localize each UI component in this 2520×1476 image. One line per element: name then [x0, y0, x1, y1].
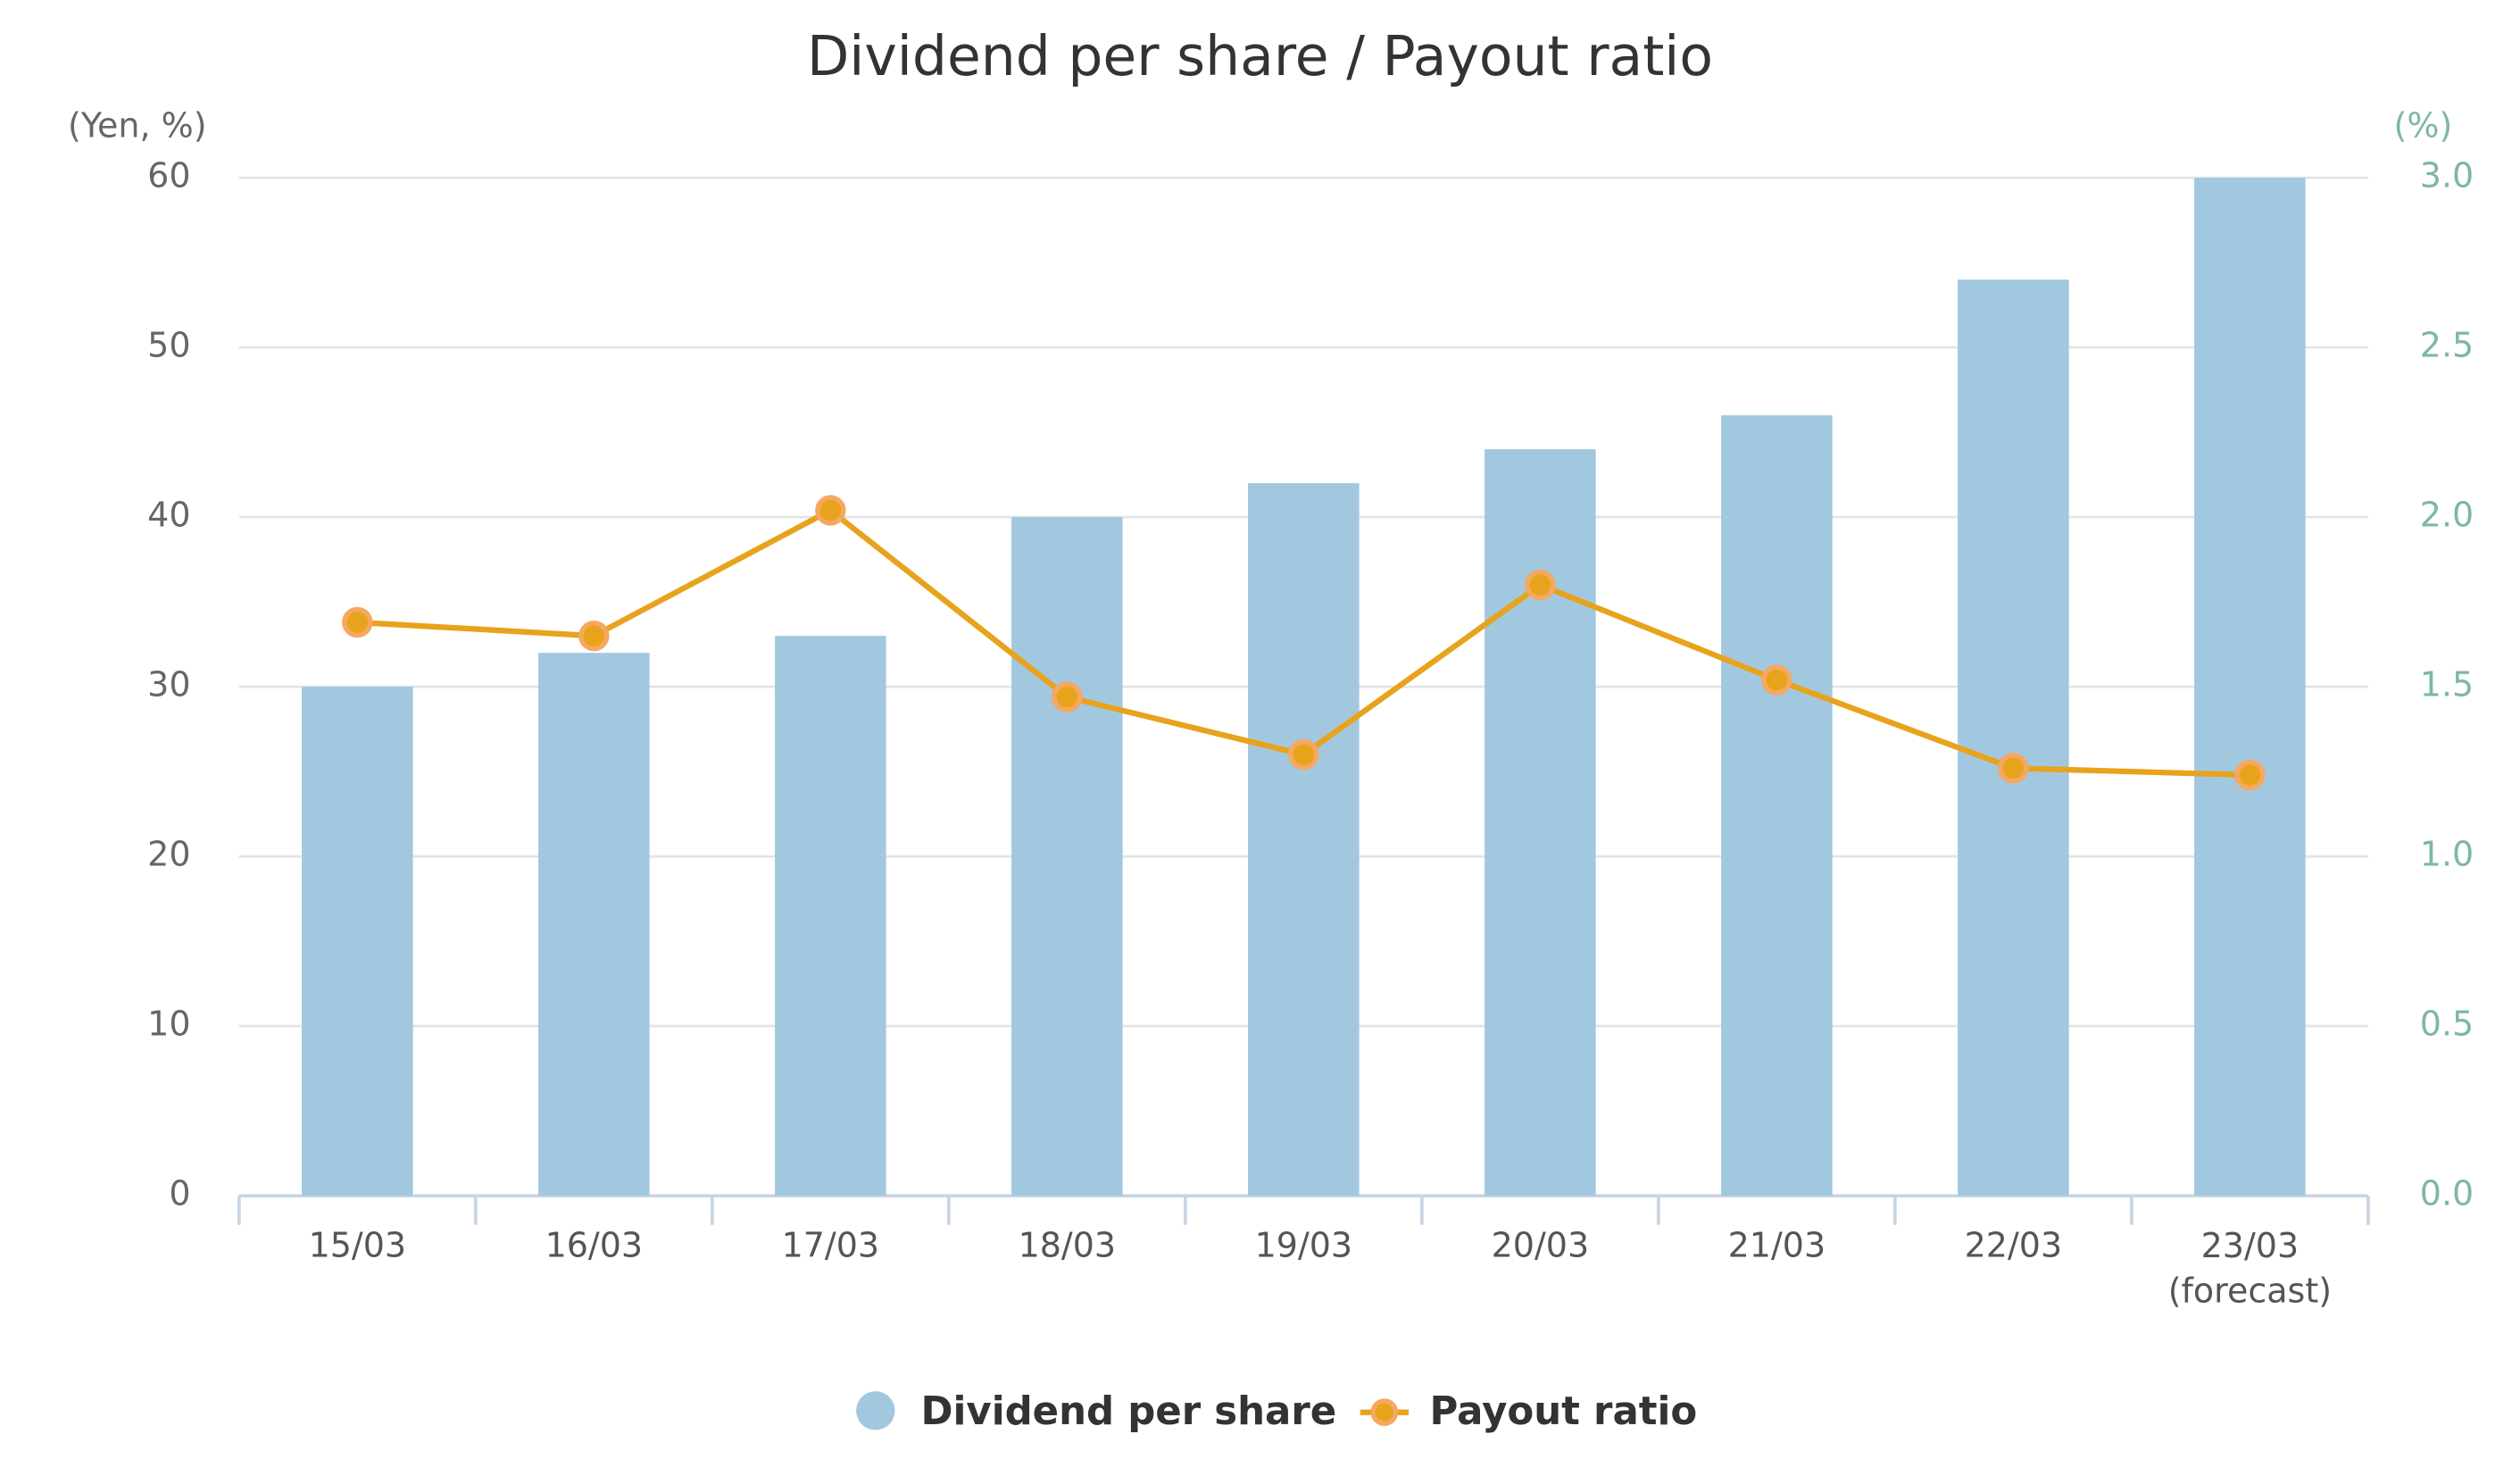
- y2-tick-label: 2.0: [2420, 496, 2474, 535]
- y-tick-label: 10: [147, 1005, 190, 1044]
- legend-label: Payout ratio: [1430, 1389, 1698, 1434]
- x-tick-label: 23/03 (forecast): [2168, 1226, 2332, 1311]
- x-tick-label: 15/03: [309, 1226, 407, 1265]
- y2-axis-label: (%): [2394, 106, 2453, 146]
- bar: [1011, 517, 1123, 1197]
- bar: [2194, 178, 2306, 1197]
- x-tick-label: 21/03: [1728, 1226, 1826, 1265]
- bar: [538, 653, 650, 1197]
- y2-tick-label: 3.0: [2420, 156, 2474, 196]
- y-tick-label: 60: [147, 156, 190, 196]
- y-tick-label: 20: [147, 835, 190, 874]
- y-axis-label: (Yen, %): [68, 106, 207, 146]
- bar: [1958, 279, 2069, 1197]
- x-tick-label: 18/03: [1019, 1226, 1117, 1265]
- y2-tick-label: 2.5: [2420, 326, 2474, 365]
- x-tick-label: 22/03: [1965, 1226, 2063, 1265]
- chart-title: Dividend per share / Payout ratio: [807, 24, 1713, 88]
- line-marker: [1761, 664, 1792, 696]
- y2-tick-label: 1.0: [2420, 835, 2474, 874]
- line-marker: [1998, 753, 2029, 784]
- bar: [1485, 449, 1596, 1197]
- bar: [1248, 483, 1360, 1197]
- line-marker: [815, 495, 846, 526]
- y2-tick-label: 0.0: [2420, 1174, 2474, 1213]
- x-tick-label: 20/03: [1492, 1226, 1590, 1265]
- y-tick-label: 0: [169, 1174, 190, 1213]
- y-tick-label: 40: [147, 496, 190, 535]
- line-marker: [2234, 759, 2266, 791]
- x-tick-label: 17/03: [782, 1226, 880, 1265]
- line-marker: [578, 620, 610, 652]
- legend-symbol: [1370, 1398, 1399, 1427]
- line-marker: [1288, 738, 1319, 771]
- y2-tick-label: 1.5: [2420, 665, 2474, 705]
- y-tick-label: 50: [147, 326, 190, 365]
- bar: [775, 636, 886, 1197]
- x-tick-label: 19/03: [1255, 1226, 1353, 1265]
- y2-tick-label: 0.5: [2420, 1005, 2474, 1044]
- legend-symbol: [856, 1391, 895, 1430]
- line-marker: [1525, 569, 1556, 601]
- bar: [302, 687, 413, 1197]
- line-marker: [342, 606, 373, 638]
- x-tick-label: 16/03: [545, 1226, 644, 1265]
- bar: [1721, 415, 1833, 1197]
- legend-label: Dividend per share: [920, 1389, 1336, 1434]
- y-tick-label: 30: [147, 665, 190, 705]
- line-marker: [1052, 681, 1083, 713]
